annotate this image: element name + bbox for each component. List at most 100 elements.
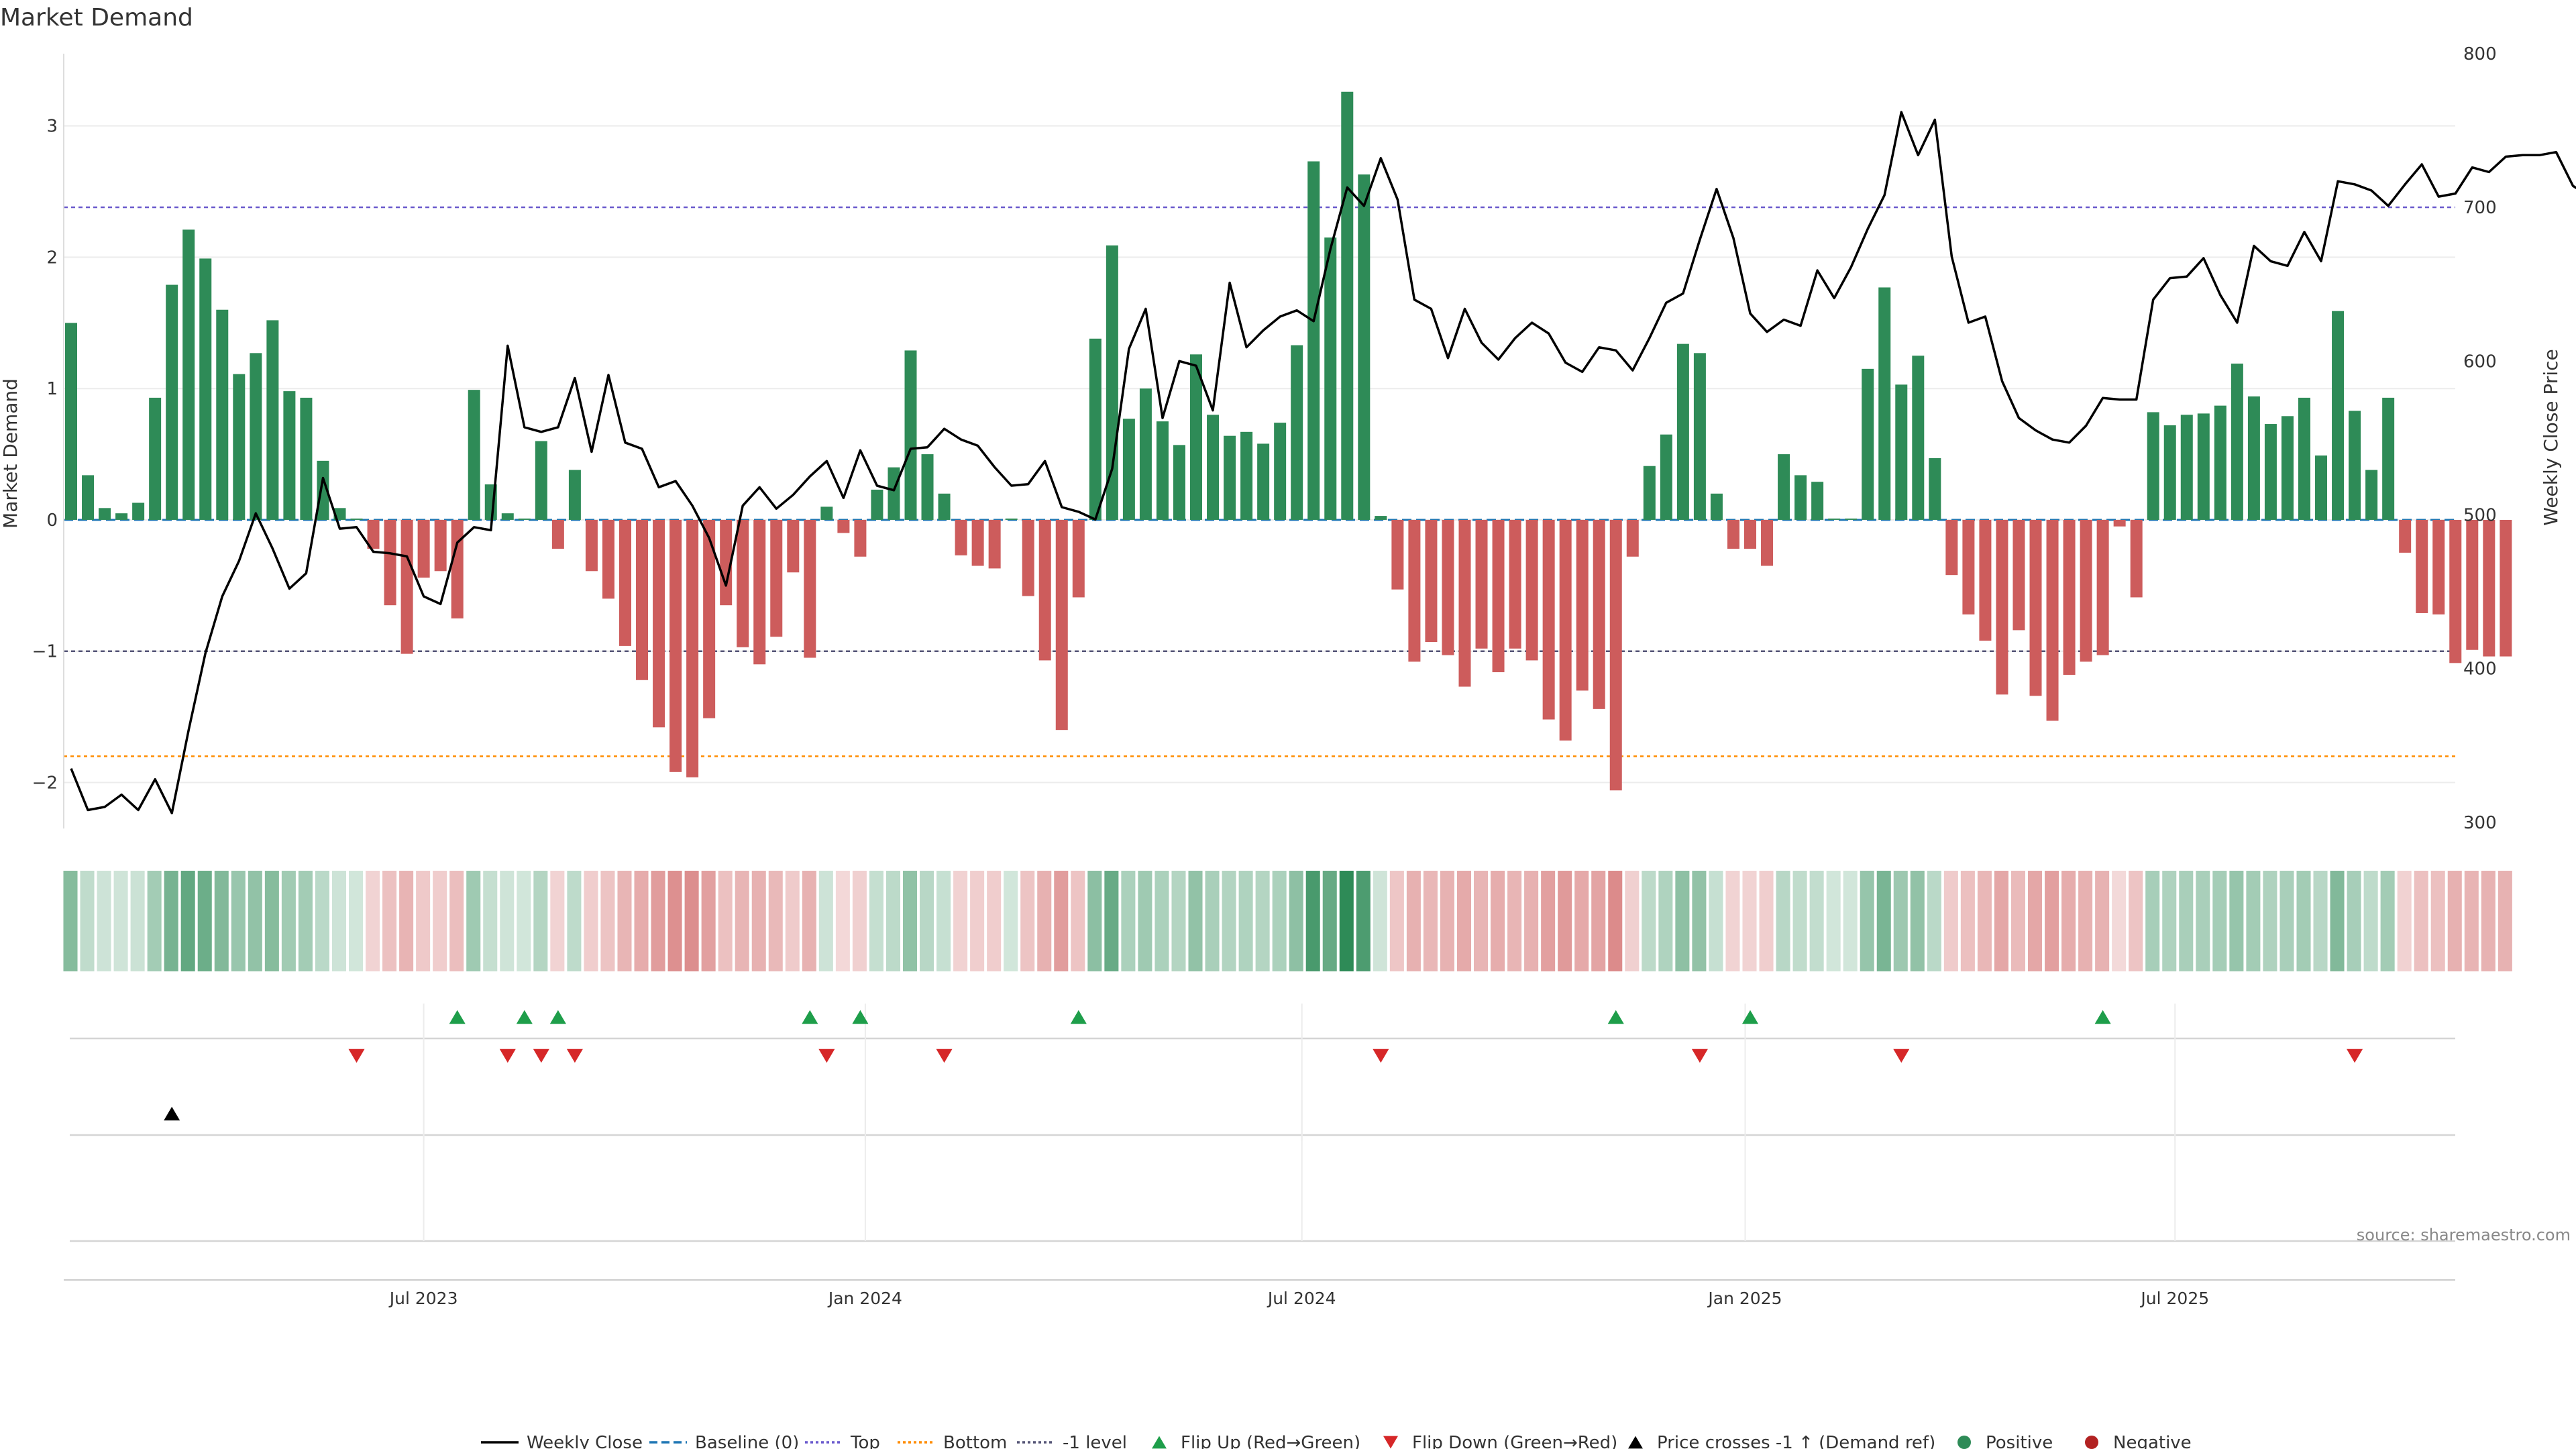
positive-demand-bar [2281,416,2294,520]
negative-demand-bar [1727,519,1739,549]
positive-demand-bar [1845,519,1858,520]
heat-cell-positive [1004,871,1018,971]
negative-demand-bar [1475,519,1488,649]
left-tick-label: 1 [46,379,58,399]
negative-demand-bar [854,519,867,557]
negative-demand-bar [1542,519,1555,720]
heat-cell-positive [2162,871,2177,971]
heat-cell-negative [2414,871,2428,971]
positive-demand-bar [938,493,951,520]
heat-cell-negative [366,871,380,971]
negative-demand-bar [955,519,967,555]
positive-demand-bar [350,519,363,520]
negative-demand-bar [2096,519,2109,655]
flip-down-marker [2347,1049,2363,1063]
positive-demand-bar [2349,411,2361,520]
legend-bottom-label: Bottom [943,1433,1007,1449]
positive-demand-bar [871,489,883,520]
negative-demand-bar [1391,519,1404,590]
heat-cell-negative [701,871,716,971]
negative-demand-bar [2432,519,2445,614]
heat-cell-negative [2447,871,2462,971]
positive-demand-bar [568,470,581,520]
heat-cell-negative [449,871,464,971]
heat-cell-negative [617,871,632,971]
legend-positive-swatch [1957,1436,1971,1449]
heat-cell-positive [1776,871,1790,971]
heat-cell-negative [1507,871,1522,971]
heat-cell-positive [885,871,900,971]
positive-demand-bar [1274,423,1287,520]
heat-cell-negative [835,871,850,971]
heat-cell-positive [1910,871,1925,971]
heat-cell-negative [433,871,447,971]
flip-up-marker [802,1010,818,1024]
flip-up-marker [1070,1010,1087,1024]
heat-cell-positive [2347,871,2361,971]
heat-cell-negative [953,871,968,971]
heat-cell-negative [1491,871,1505,971]
left-axis-label: Market Demand [0,378,21,529]
legend-weekly-close-label: Weekly Close [527,1433,643,1449]
heat-cell-negative [2498,871,2512,971]
heat-cell-positive [1188,871,1203,971]
heat-cell-negative [2061,871,2076,971]
heat-cell-positive [197,871,212,971]
negative-demand-bar [2046,519,2059,721]
positive-demand-bar [1693,353,1706,520]
heat-cell-positive [2263,871,2277,971]
legend-negative-label: Negative [2113,1433,2192,1449]
heat-cell-positive [1927,871,1941,971]
heat-cell-positive [1675,871,1690,971]
heat-cell-positive [1222,871,1236,971]
positive-demand-bar [2382,397,2395,520]
heat-cell-positive [466,871,481,971]
positive-demand-bar [2180,415,2193,520]
heat-cell-positive [1205,871,1220,971]
negative-demand-bar [1979,519,1992,641]
negative-demand-bar [1055,519,1068,731]
negative-demand-bar [1525,519,1538,661]
heat-cell-positive [1860,871,1874,971]
heat-cell-negative [1389,871,1404,971]
heat-cell-positive [2145,871,2160,971]
flip-down-marker [936,1049,953,1063]
heat-cell-negative [2095,871,2110,971]
heat-cell-negative [600,871,615,971]
negative-demand-bar [1038,519,1051,661]
negative-demand-bar [2113,519,2126,527]
heat-cell-negative [2430,871,2445,971]
positive-demand-bar [1660,434,1672,520]
heat-cell-positive [2330,871,2345,971]
heat-cell-positive [331,871,346,971]
heat-cell-positive [2363,871,2378,971]
positive-demand-bar [266,320,279,520]
x-tick-label: Jul 2025 [2139,1289,2209,1308]
positive-demand-bar [1643,466,1656,520]
negative-demand-bar [1609,519,1622,791]
negative-demand-bar [585,519,598,572]
heat-cell-positive [1138,871,1152,971]
positive-demand-bar [149,397,162,520]
negative-demand-bar [653,519,665,728]
positive-demand-bar [888,467,900,520]
negative-demand-bar [2466,519,2479,650]
heat-cell-negative [1725,871,1740,971]
flip-down-marker [533,1049,549,1063]
heat-cell-negative [1574,871,1589,971]
positive-demand-bar [115,513,128,520]
negative-demand-bar [619,519,631,646]
heat-cell-positive [1121,871,1136,971]
heat-cell-positive [180,871,195,971]
heat-cell-positive [1087,871,1102,971]
negative-demand-bar [1761,519,1774,566]
heat-cell-negative [1440,871,1454,971]
heat-cell-negative [399,871,414,971]
positive-demand-bar [468,390,480,520]
heat-cell-negative [667,871,682,971]
positive-demand-bar [132,502,145,520]
heat-cell-positive [936,871,951,971]
heat-cell-negative [584,871,598,971]
positive-demand-bar [216,309,229,520]
right-axis-label: Weekly Close Price [2540,349,2562,525]
